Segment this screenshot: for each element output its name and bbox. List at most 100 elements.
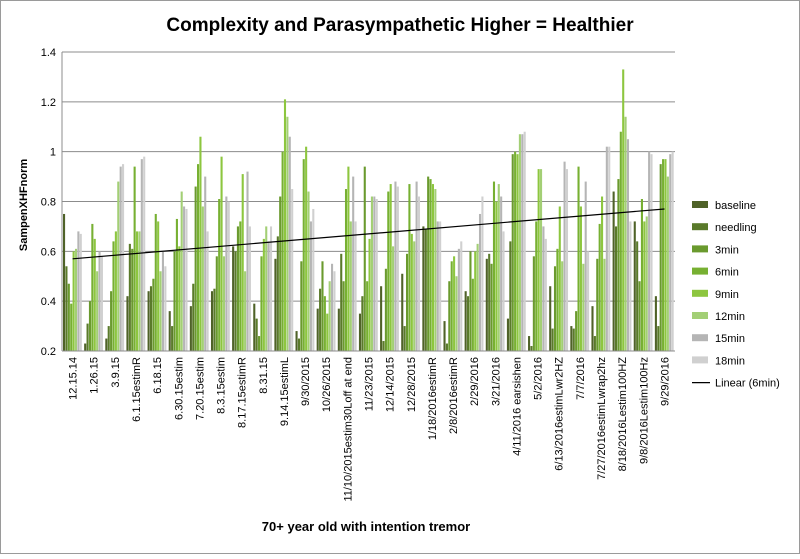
bar-12min	[96, 271, 99, 351]
bar-12min	[476, 243, 479, 351]
bar-baseline	[422, 226, 425, 351]
bar-12min	[307, 191, 310, 351]
bar-9min	[453, 256, 456, 351]
bar-18min	[608, 146, 611, 351]
y-tick-label: 0.6	[41, 246, 56, 258]
bar-12min	[265, 226, 268, 351]
bar-baseline	[168, 311, 171, 351]
x-tick-label: 11/10/2015estim30Loff at end	[342, 357, 354, 502]
trendline-linear-6min	[72, 208, 665, 260]
bar-18min	[185, 208, 188, 351]
bar-3min	[659, 164, 662, 352]
bar-6min	[471, 278, 474, 351]
bar-3min	[469, 251, 472, 351]
y-tick-label: 0.2	[41, 346, 56, 358]
bar-baseline	[380, 286, 383, 351]
bar-12min	[645, 216, 648, 351]
x-tick-label: 12.15.14	[68, 357, 80, 400]
bar-6min	[133, 166, 136, 351]
bar-12min	[117, 181, 120, 351]
bar-baseline	[232, 246, 235, 351]
bar-18min	[671, 151, 674, 351]
legend-label-trendline: Linear (6min)	[715, 378, 780, 390]
bar-3min	[67, 283, 70, 351]
bar-12min	[434, 189, 437, 351]
bar-15min	[98, 251, 101, 351]
bar-15min	[225, 196, 228, 351]
x-tick-label: 7/7/2016	[575, 357, 587, 400]
bar-3min	[427, 176, 430, 351]
bar-baseline	[591, 306, 594, 351]
x-tick-label: 8/18/2016Lestim100HZ	[617, 357, 629, 472]
axis-layer: 0.2 0.4 0.6 0.8 1 1.2 1.4 12.15.14 1.26.15 3.9.15…	[41, 47, 675, 502]
legend-label-18min: 18min	[715, 355, 745, 367]
bar-18min	[650, 154, 653, 351]
bar-3min	[110, 291, 113, 351]
bar-12min	[392, 246, 395, 351]
bar-baseline	[654, 296, 657, 351]
bar-15min	[161, 251, 164, 351]
bar-needling	[636, 241, 639, 351]
bar-6min	[577, 166, 580, 351]
bar-9min	[368, 238, 371, 352]
bar-needling	[149, 286, 153, 351]
bar-needling	[234, 251, 237, 351]
bar-12min	[180, 191, 183, 351]
bar-15min	[246, 171, 249, 351]
bar-12min	[349, 221, 352, 351]
bar-9min	[220, 156, 223, 351]
bar-9min	[558, 206, 561, 351]
bar-9min	[664, 159, 667, 351]
x-tick-label: 3/21/2016	[490, 357, 502, 406]
x-tick-label: 8.3.15estim	[216, 357, 228, 414]
bar-needling	[572, 328, 575, 351]
bar-3min	[152, 278, 155, 351]
bar-needling	[319, 288, 322, 351]
bar-18min	[354, 221, 357, 351]
bar-baseline	[612, 191, 615, 351]
bar-3min	[131, 248, 134, 351]
bar-12min	[159, 271, 162, 351]
bar-15min	[478, 213, 482, 351]
legend-label-12min: 12min	[715, 311, 745, 323]
bar-3min	[363, 166, 366, 351]
bar-15min	[669, 154, 672, 351]
bar-3min	[88, 301, 92, 351]
bar-9min	[389, 184, 392, 351]
bar-9min	[326, 313, 329, 352]
bar-18min	[417, 196, 421, 351]
bar-3min	[194, 186, 197, 351]
bar-18min	[227, 201, 230, 351]
bar-baseline	[147, 291, 150, 351]
bar-12min	[603, 258, 606, 351]
bar-baseline	[295, 331, 298, 351]
bar-3min	[236, 226, 239, 351]
bar-needling	[107, 326, 110, 351]
x-tick-label: 9/30/2015	[300, 357, 312, 406]
bar-baseline	[316, 308, 319, 351]
bar-9min	[283, 99, 287, 351]
bar-3min	[215, 256, 218, 351]
bar-9min	[157, 221, 160, 351]
bar-3min	[575, 311, 578, 351]
bar-needling	[445, 343, 448, 351]
bar-18min	[333, 271, 336, 351]
bar-15min	[394, 181, 397, 351]
bar-3min	[405, 253, 409, 351]
bar-9min	[241, 174, 244, 351]
x-tick-label: 2/8/2016estimR	[448, 357, 460, 434]
chart-title: Complexity and Parasympathetic Higher = …	[166, 15, 634, 36]
bar-6min	[450, 261, 453, 351]
bar-9min	[474, 251, 477, 351]
legend-label-9min: 9min	[715, 289, 739, 301]
x-tick-label: 9/8/2016Lestim100Hz	[638, 357, 650, 464]
bar-15min	[373, 196, 376, 351]
x-tick-label: 8.17.15estimR	[237, 357, 249, 428]
bar-18min	[502, 231, 505, 351]
bar-6min	[408, 184, 411, 351]
bar-18min	[481, 196, 484, 351]
bar-12min	[666, 176, 669, 351]
bar-needling	[276, 236, 279, 351]
bar-6min	[218, 199, 221, 351]
